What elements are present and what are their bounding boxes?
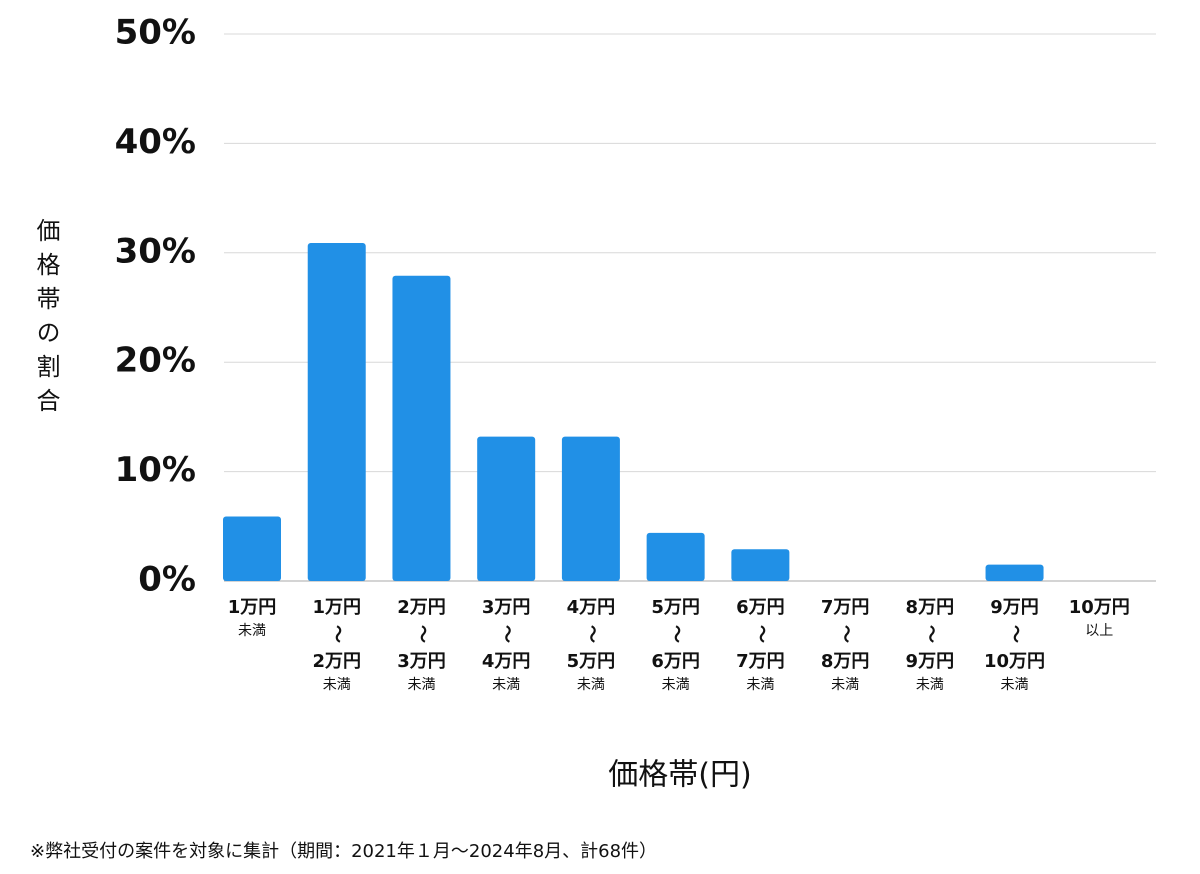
x-tick-label: 以上 xyxy=(1085,623,1113,639)
y-tick-label: 10% xyxy=(115,450,196,490)
x-tick-label: 3万円 xyxy=(482,597,531,618)
x-tick-label: 未満 xyxy=(577,677,605,693)
y-tick-label: 0% xyxy=(138,560,196,600)
x-tick-label: 未満 xyxy=(831,677,859,693)
bar xyxy=(731,549,790,581)
y-tick-label: 20% xyxy=(115,341,196,381)
x-tick-label: 7万円 xyxy=(736,651,785,672)
x-tick-label: 〜 xyxy=(327,625,348,643)
x-tick-label: 未満 xyxy=(492,677,520,693)
x-tick-label: 〜 xyxy=(835,625,856,643)
y-axis-label: 価格帯の割合 xyxy=(32,218,60,422)
x-tick-label: 6万円 xyxy=(651,651,700,672)
bar xyxy=(392,275,451,581)
x-tick-label: 2万円 xyxy=(312,651,361,672)
x-tick-label: 3万円 xyxy=(397,651,446,672)
bar xyxy=(561,436,620,581)
x-tick-label: 8万円 xyxy=(906,597,955,618)
x-tick-label: 1万円 xyxy=(228,597,277,618)
x-tick-label: 未満 xyxy=(323,677,351,693)
x-tick-label: 4万円 xyxy=(482,651,531,672)
x-tick-label: 未満 xyxy=(407,677,435,693)
x-tick-label: 〜 xyxy=(750,625,771,643)
bar xyxy=(223,516,281,581)
x-tick-label: 未満 xyxy=(916,677,944,693)
x-tick-label: 5万円 xyxy=(651,597,700,618)
bar xyxy=(646,532,705,581)
bar xyxy=(985,564,1044,581)
x-tick-label: 未満 xyxy=(238,623,266,639)
x-tick-label: 〜 xyxy=(496,625,517,643)
x-tick-label: 7万円 xyxy=(821,597,870,618)
x-tick-label: 〜 xyxy=(666,625,687,643)
x-tick-label: 1万円 xyxy=(312,597,361,618)
x-tick-label: 9万円 xyxy=(906,651,955,672)
y-tick-label: 50% xyxy=(115,13,196,53)
footnote: ※弊社受付の案件を対象に集計（期間：2021年１月〜2024年8月、計68件） xyxy=(30,841,657,862)
x-tick-label: 10万円 xyxy=(984,651,1045,672)
x-tick-label: 10万円 xyxy=(1069,597,1130,618)
y-tick-label: 40% xyxy=(115,122,196,162)
x-tick-label: 4万円 xyxy=(567,597,616,618)
x-tick-label: 〜 xyxy=(1005,625,1026,643)
x-tick-label: 未満 xyxy=(662,677,690,693)
x-tick-label: 未満 xyxy=(746,677,774,693)
x-tick-label: 〜 xyxy=(411,625,432,643)
bar xyxy=(307,242,366,582)
x-tick-label: 〜 xyxy=(920,625,941,643)
bar xyxy=(477,436,536,581)
x-tick-label: 〜 xyxy=(581,625,602,643)
x-tick-label: 未満 xyxy=(1001,677,1029,693)
x-tick-label: 2万円 xyxy=(397,597,446,618)
x-axis-label: 価格帯(円) xyxy=(608,758,751,793)
x-tick-label: 8万円 xyxy=(821,651,870,672)
y-tick-label: 30% xyxy=(115,231,196,271)
x-tick-label: 9万円 xyxy=(990,597,1039,618)
x-tick-label: 6万円 xyxy=(736,597,785,618)
x-tick-label: 5万円 xyxy=(567,651,616,672)
